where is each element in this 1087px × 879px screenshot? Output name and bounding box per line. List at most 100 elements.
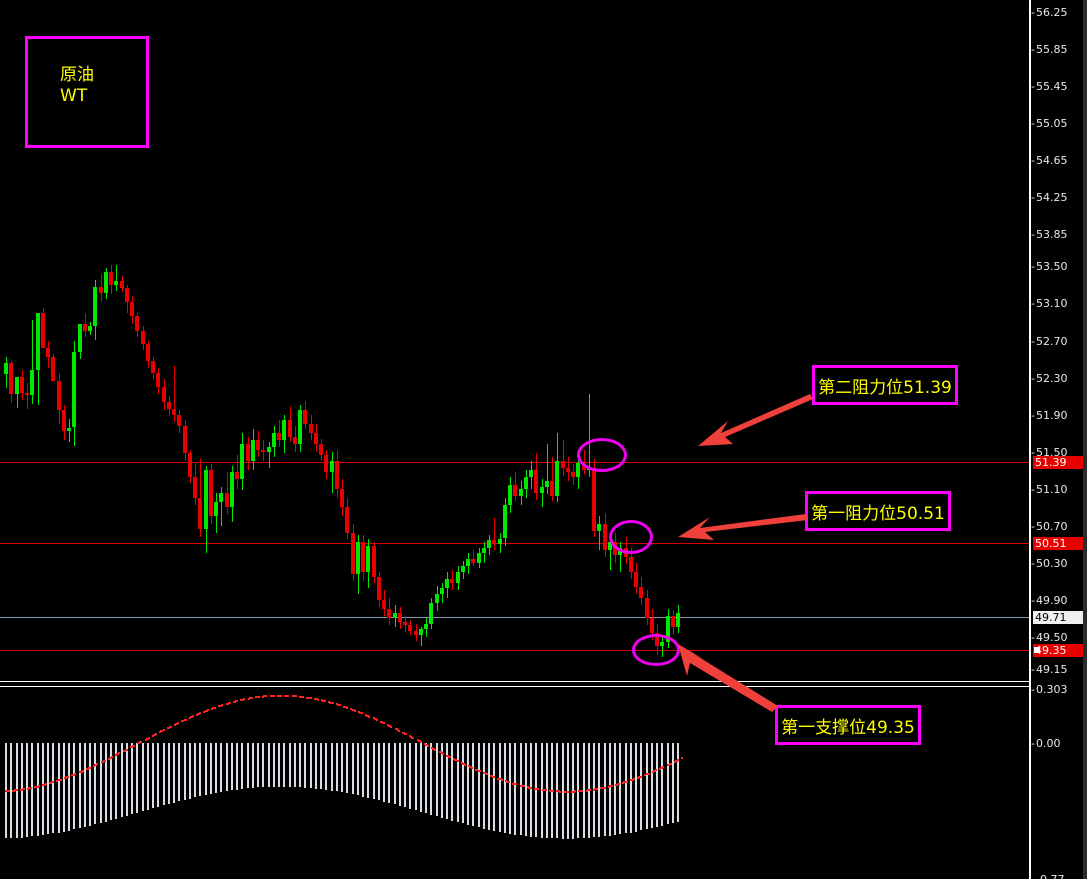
signal-line-dot (72, 774, 75, 776)
signal-line-dot (615, 783, 618, 786)
signal-line-dot (426, 744, 429, 747)
indicator-bar (561, 742, 564, 839)
signal-line-dot (441, 752, 444, 755)
price-chart-panel[interactable] (0, 0, 1029, 681)
signal-line-dot (175, 723, 178, 726)
signal-line-dot (380, 721, 383, 724)
signal-line-dot (286, 694, 289, 697)
signal-line-dot (395, 728, 398, 731)
signal-line-dot (651, 770, 654, 773)
indicator-bar (477, 742, 480, 828)
indicator-bar (582, 742, 585, 839)
signal-line-dot (198, 712, 201, 715)
signal-line-dot (243, 698, 246, 701)
signal-line-dot (27, 787, 30, 790)
price-tick-55.05: -55.05 (1031, 117, 1068, 131)
signal-line-dot (343, 705, 346, 708)
signal-line-dot (210, 707, 213, 710)
signal-line-dot (493, 776, 496, 779)
signal-line-dot (647, 772, 650, 775)
indicator-bar (409, 742, 412, 809)
indicator-bar (451, 742, 454, 821)
signal-line-dot (154, 733, 157, 736)
signal-line-dot (431, 747, 434, 750)
indicator-bar (320, 742, 322, 790)
signal-line-dot (138, 741, 141, 744)
indicator-bar (73, 742, 76, 830)
signal-line-dot (402, 732, 405, 735)
signal-line-dot (129, 746, 132, 749)
signal-line-dot (280, 694, 283, 697)
panel-divider-lower (0, 686, 1029, 687)
indicator-bar (351, 742, 354, 795)
signal-line-dot (177, 722, 180, 725)
signal-line-dot (331, 702, 334, 705)
indicator-bar (545, 742, 548, 838)
signal-line-dot (536, 788, 539, 791)
signal-line-dot (211, 707, 214, 710)
indicator-bar (440, 742, 443, 818)
signal-line-dot (167, 726, 170, 729)
signal-line-dot (367, 715, 370, 718)
indicator-bar (514, 742, 517, 835)
price-label-marker (1034, 647, 1040, 654)
signal-line-dot (8, 790, 11, 793)
signal-line-dot (118, 752, 121, 755)
signal-line-dot (133, 744, 136, 747)
signal-line-dot (659, 767, 662, 770)
indicator-bar (83, 742, 86, 827)
signal-line-dot (122, 750, 125, 753)
signal-line-dot (301, 695, 304, 698)
indicator-bar (309, 742, 312, 788)
indicator-bar (278, 742, 280, 787)
signal-line-dot (667, 763, 670, 766)
price-tick-53.85: -53.85 (1031, 228, 1068, 242)
signal-line-dot (357, 711, 360, 714)
signal-line-dot (124, 749, 127, 752)
signal-line-dot (559, 790, 562, 793)
signal-line-dot (65, 776, 68, 779)
signal-line-dot (581, 789, 584, 792)
signal-line-dot (43, 783, 46, 786)
indicator-bar (68, 742, 70, 831)
signal-line-dot (103, 759, 106, 762)
indicator-bar (31, 742, 34, 837)
signal-line-dot (292, 695, 295, 698)
price-scale-axis[interactable]: -56.25 -55.85 -55.45 -55.05 -54.65 -54.25 -53.… (1029, 0, 1087, 879)
signal-line-dot (499, 778, 502, 781)
signal-line-dot (537, 788, 540, 791)
signal-line-dot (542, 789, 545, 792)
signal-line-dot (640, 775, 643, 778)
signal-line-dot (117, 752, 120, 755)
signal-line-dot (572, 790, 574, 793)
signal-line-dot (610, 784, 613, 787)
signal-line-dot (588, 789, 591, 792)
indicator-bar (162, 742, 165, 806)
signal-line-dot (622, 781, 625, 784)
signal-line-dot (387, 724, 390, 727)
signal-line-dot (188, 716, 191, 719)
signal-line-dot (176, 722, 179, 725)
indicator-bar (167, 742, 170, 805)
indicator-bar (183, 742, 186, 800)
indicator-bar (262, 742, 265, 788)
signal-line-dot (544, 789, 547, 792)
signal-line-dot (137, 742, 140, 745)
signal-line-dot (439, 751, 442, 754)
signal-line-dot (549, 789, 552, 792)
signal-line-dot (483, 772, 486, 775)
signal-line-dot (662, 766, 665, 769)
signal-line-dot (586, 789, 589, 792)
signal-line-dot (498, 778, 501, 781)
signal-line-dot (299, 695, 301, 698)
signal-line-dot (632, 778, 635, 781)
indicator-panel[interactable] (0, 689, 1029, 879)
signal-line-dot (226, 702, 229, 705)
indicator-bar (661, 742, 664, 826)
signal-line-dot (242, 698, 245, 701)
signal-line-dot (372, 717, 375, 720)
indicator-bar (288, 742, 291, 787)
indicator-bar (509, 742, 511, 834)
signal-line-dot (514, 783, 517, 786)
indicator-bar (577, 742, 580, 839)
